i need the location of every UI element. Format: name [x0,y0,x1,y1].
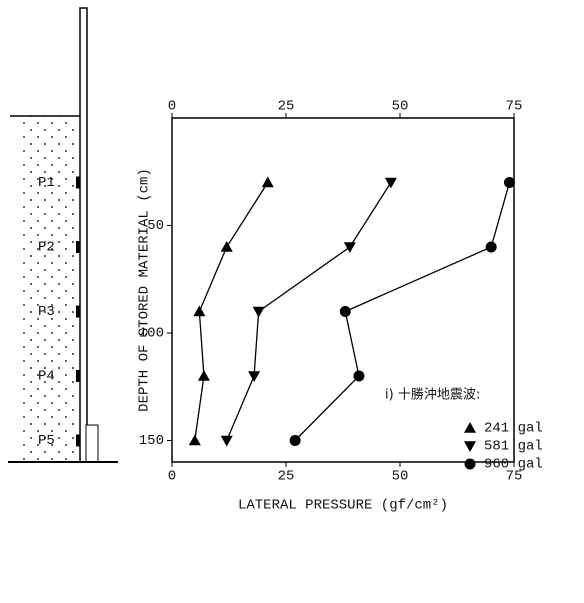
sensor-label: P4 [38,369,55,385]
sensor-label: P3 [38,304,55,320]
marker [220,435,233,447]
legend-marker [464,422,476,433]
y-tick-label: 150 [139,433,164,449]
annotation: i) 十勝沖地震波: [385,388,480,403]
marker [384,177,397,189]
x-tick-label: 50 [392,469,409,485]
sensor [76,370,80,382]
sensor [76,305,80,318]
marker [289,435,301,446]
marker [248,371,261,382]
marker [197,370,210,381]
marker [353,370,365,382]
marker [252,306,265,318]
sensor-label: P2 [38,240,55,256]
marker [503,177,515,188]
sensor-label: P1 [38,175,55,191]
sensor-label: P5 [38,433,55,449]
x-tick-label: 75 [506,469,523,485]
marker [343,242,356,253]
x-tick-label: 50 [392,99,409,115]
sensor [76,241,80,253]
x-tick-label: 25 [278,99,295,115]
x-axis-label: LATERAL PRESSURE (gf/cm²) [238,498,448,514]
x-tick-label: 25 [278,469,295,485]
sensor [76,434,80,447]
y-axis-label: DEPTH OF STORED MATERIAL (cm) [137,168,153,412]
legend-marker [464,441,476,452]
legend-label: 581 gal [484,439,543,455]
y-tick-label: 50 [147,218,164,234]
x-tick-label: 0 [168,99,176,115]
marker [193,305,206,317]
sensor [76,176,80,189]
legend-marker [464,458,476,470]
y-tick-label: 100 [139,326,164,342]
marker [188,434,201,446]
x-tick-label: 75 [506,99,523,115]
marker [261,176,274,188]
plot-frame [171,117,515,463]
marker [220,241,233,252]
silo-schematic [8,7,118,463]
marker [339,306,351,317]
legend-label: 960 gal [484,457,543,473]
x-tick-label: 0 [168,469,176,485]
series-line [226,182,392,441]
legend-label: 241 gal [484,421,543,437]
marker [485,241,497,253]
